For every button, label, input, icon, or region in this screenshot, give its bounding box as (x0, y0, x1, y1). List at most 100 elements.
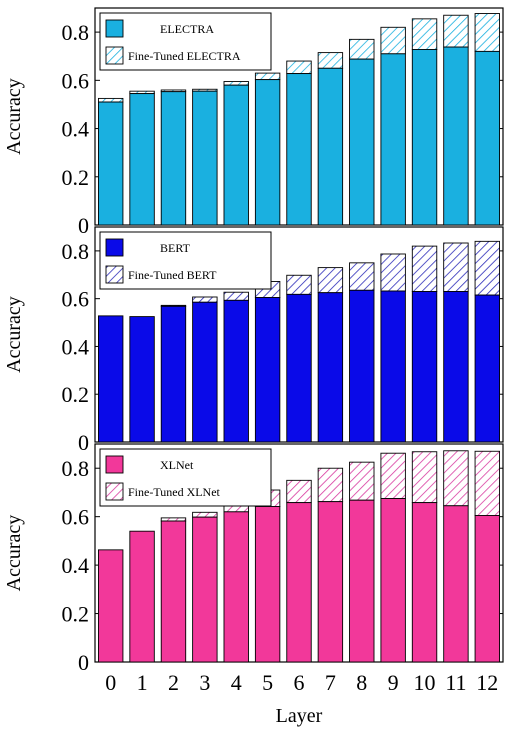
x-tick-label: 7 (325, 670, 336, 695)
bar-base (412, 292, 436, 443)
y-axis-label: Accuracy (3, 515, 25, 592)
bar-base (381, 499, 405, 663)
bar-base (161, 521, 185, 662)
bar-base (255, 297, 279, 442)
x-tick-label: 12 (476, 670, 498, 695)
bar-base (130, 94, 154, 225)
bar-fine-tuned (161, 518, 185, 521)
bar-base (381, 54, 405, 225)
bar-fine-tuned (224, 292, 248, 300)
y-tick-label: 0.4 (62, 117, 90, 142)
y-tick-label: 0.6 (62, 287, 90, 312)
y-tick-label: 0.2 (62, 165, 90, 190)
bar-fine-tuned (412, 452, 436, 503)
bar-base (287, 294, 311, 442)
bar-fine-tuned (381, 453, 405, 498)
bar-base (381, 291, 405, 442)
y-tick-label: 0.8 (62, 239, 90, 264)
bar-base (255, 80, 279, 225)
bar-base (130, 317, 154, 442)
bar-fine-tuned (444, 451, 468, 506)
y-tick-label: 0.4 (62, 334, 90, 359)
x-tick-label: 0 (105, 670, 116, 695)
x-tick-label: 4 (231, 670, 242, 695)
x-tick-label: 10 (414, 670, 436, 695)
bar-base (98, 550, 122, 662)
y-axis-label: Accuracy (3, 296, 25, 373)
y-tick-label: 0.4 (62, 553, 90, 578)
bar-base (193, 302, 217, 442)
legend-swatch-base (106, 456, 123, 473)
bar-fine-tuned (287, 61, 311, 74)
bar-fine-tuned (381, 27, 405, 54)
x-tick-label: 3 (199, 670, 210, 695)
bar-fine-tuned (287, 480, 311, 502)
x-axis-label: Layer (276, 705, 323, 727)
bar-base (412, 503, 436, 662)
bar-base (98, 102, 122, 225)
bar-fine-tuned (224, 82, 248, 86)
legend-swatch-fine-tuned (106, 266, 123, 283)
x-tick-label: 2 (168, 670, 179, 695)
x-tick-label: 6 (294, 670, 305, 695)
bar-base (287, 503, 311, 662)
bar-fine-tuned (350, 462, 374, 500)
chart-panel-0: 0 0.2 0.4 0.6 0.8 Accuracy ELECTRA Fine-Tuned E… (3, 8, 503, 238)
bar-base (444, 292, 468, 443)
bar-fine-tuned (350, 263, 374, 290)
legend-label-fine-tuned: Fine-Tuned ELECTRA (128, 49, 241, 63)
bar-base (224, 85, 248, 225)
bar-base (475, 51, 499, 225)
chart-panel-1: 0 0.2 0.4 0.6 0.8 Accuracy BERT Fine-Tuned BERT (3, 227, 503, 455)
bar-fine-tuned (475, 14, 499, 52)
bar-fine-tuned (475, 451, 499, 515)
bar-fine-tuned (193, 297, 217, 302)
bar-base (318, 293, 342, 442)
bar-fine-tuned (444, 15, 468, 47)
bar-base (193, 517, 217, 662)
bar-fine-tuned (193, 512, 217, 517)
bar-base (130, 531, 154, 662)
bar-base (318, 502, 342, 662)
legend-swatch-base (106, 20, 123, 37)
x-tick-label: 1 (137, 670, 148, 695)
bar-fine-tuned (412, 19, 436, 50)
bar-fine-tuned (444, 243, 468, 291)
bar-base (161, 92, 185, 225)
bar-base (350, 59, 374, 225)
x-tick-label: 11 (445, 670, 466, 695)
bar-fine-tuned (318, 268, 342, 293)
y-tick-label: 0 (78, 650, 89, 675)
y-tick-label: 0 (78, 213, 89, 238)
bar-fine-tuned (318, 53, 342, 69)
y-tick-label: 0.2 (62, 602, 90, 627)
legend-swatch-fine-tuned (106, 483, 123, 500)
bar-base (98, 316, 122, 442)
x-tick-label: 5 (262, 670, 273, 695)
y-tick-label: 0 (78, 430, 89, 455)
y-axis-label: Accuracy (3, 78, 25, 155)
legend-label-base: XLNet (160, 458, 194, 472)
bar-fine-tuned (475, 241, 499, 295)
legend-label-base: BERT (160, 241, 191, 255)
bar-fine-tuned (350, 39, 374, 59)
bar-base (444, 506, 468, 662)
bar-fine-tuned (412, 246, 436, 291)
legend-label-fine-tuned: Fine-Tuned BERT (128, 268, 217, 282)
y-tick-label: 0.8 (62, 456, 90, 481)
bar-base (224, 512, 248, 662)
legend-label-fine-tuned: Fine-Tuned XLNet (128, 485, 221, 499)
x-tick-label: 9 (388, 670, 399, 695)
bar-base (161, 306, 185, 442)
bar-fine-tuned (255, 73, 279, 80)
legend-label-base: ELECTRA (160, 22, 214, 36)
bar-base (255, 506, 279, 662)
y-tick-label: 0.6 (62, 505, 90, 530)
bar-fine-tuned (98, 98, 122, 102)
bar-base (350, 500, 374, 662)
bar-base (224, 300, 248, 442)
bar-base (287, 74, 311, 225)
bar-base (475, 295, 499, 442)
